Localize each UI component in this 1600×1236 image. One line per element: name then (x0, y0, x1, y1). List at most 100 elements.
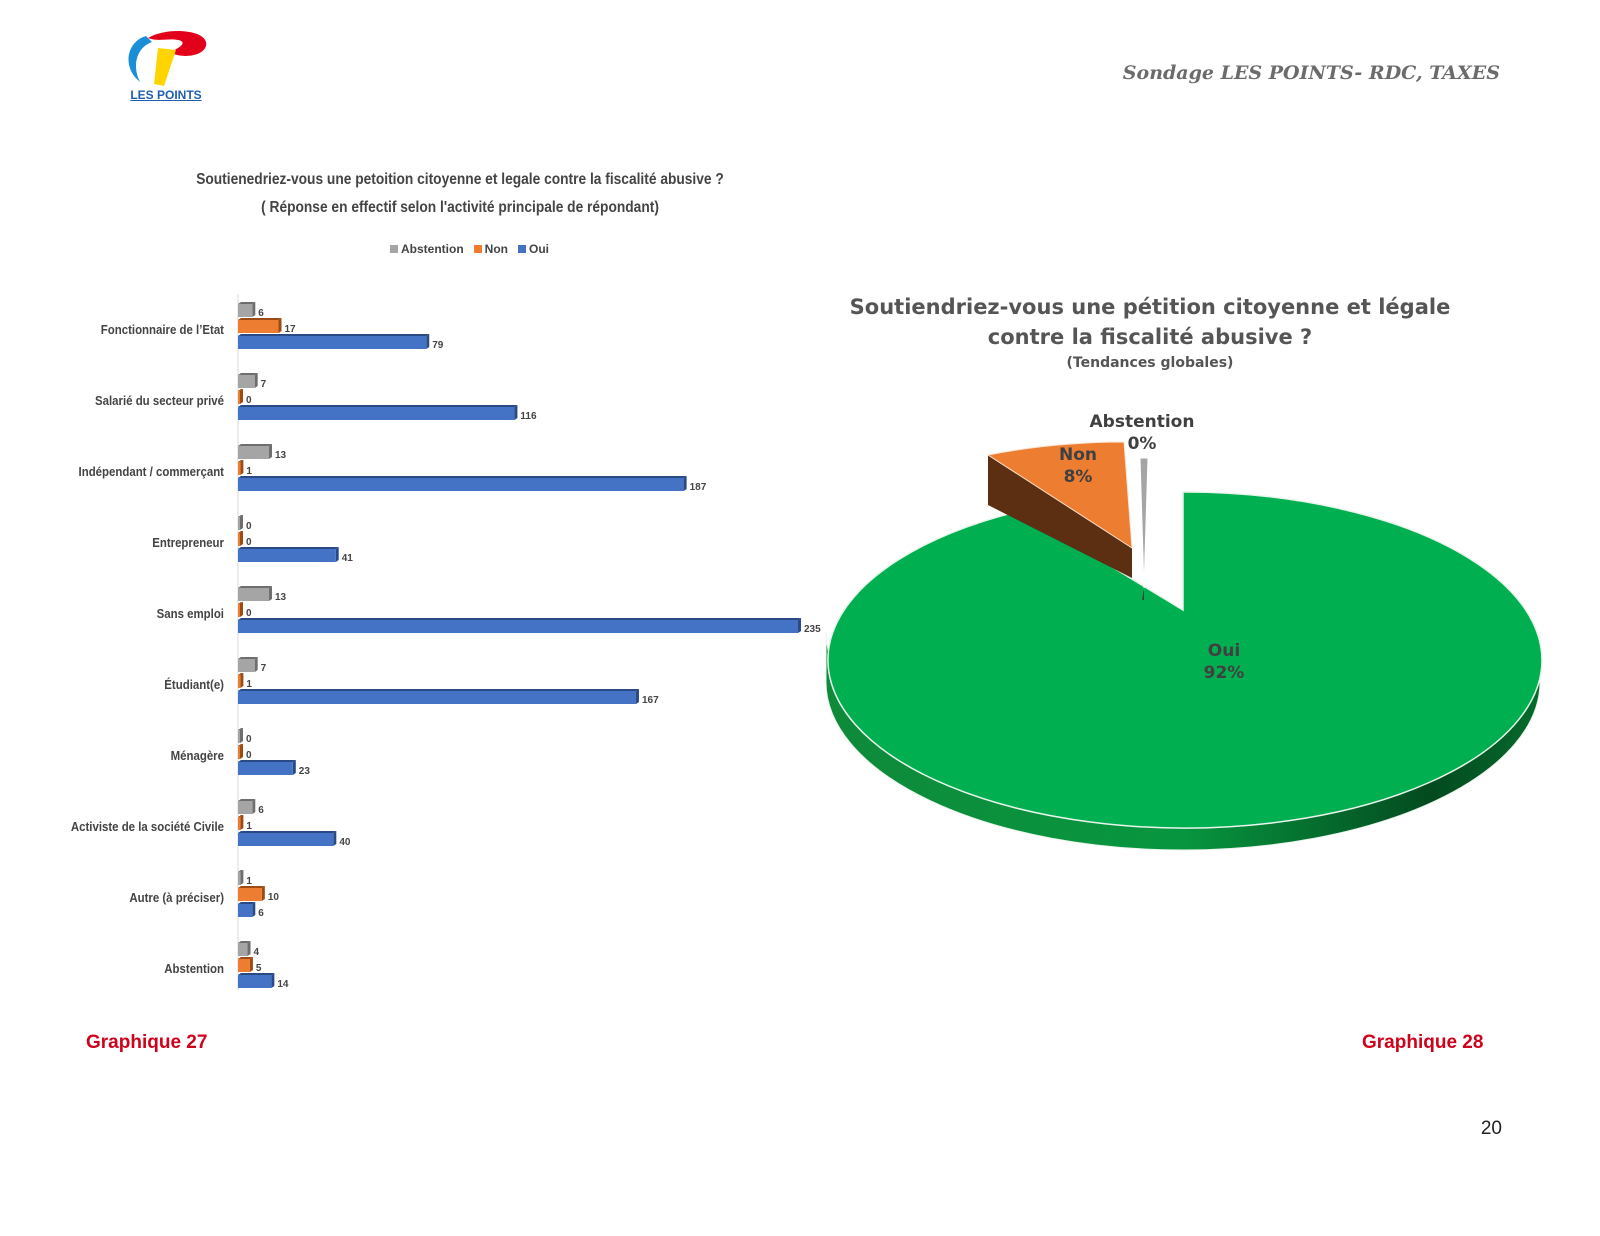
bar-oui (238, 620, 798, 633)
category-label: Autre (à préciser) (129, 890, 224, 905)
bar-oui (238, 336, 427, 349)
bar-abstention (238, 872, 241, 885)
bar-abstention-top (238, 799, 256, 801)
page-number: 20 (1480, 1118, 1502, 1139)
bar-chart-subtitle: ( Réponse en effectif selon l'activité p… (261, 199, 659, 216)
legend-swatch-oui (518, 245, 526, 253)
bar-non-top (238, 673, 244, 675)
legend-item-oui: Oui (518, 242, 549, 256)
bar-oui (238, 833, 334, 846)
bar-abstention-top (238, 373, 258, 375)
bar-abstention (238, 588, 269, 601)
bar-non-value-label: 0 (246, 537, 252, 548)
bar-oui-side (514, 405, 518, 420)
category-label: Abstention (164, 961, 224, 976)
bar-abstention-value-label: 6 (258, 805, 264, 816)
bar-abstention (238, 375, 255, 388)
bar-oui-top (238, 689, 639, 691)
pie-chart: Abstention 0% Non 8% Oui 92% (825, 412, 1543, 851)
bar-chart-title: Soutienedriez-vous une petoition citoyen… (185, 166, 735, 222)
bar-non-value-label: 1 (246, 821, 252, 832)
legend-swatch-non (473, 245, 482, 253)
bar-non (238, 959, 250, 972)
bar-abstention (238, 517, 240, 530)
bar-non-value-label: 0 (246, 608, 252, 619)
bar-abstention-side (252, 799, 256, 814)
bar-oui-value-label: 235 (804, 624, 821, 635)
category-label: Étudiant(e) (164, 676, 224, 692)
bar-abstention-value-label: 13 (275, 450, 287, 461)
bar-non-value-label: 10 (268, 892, 280, 903)
bar-abstention-value-label: 7 (261, 379, 267, 390)
pie-slice-oui (827, 491, 1543, 829)
bar-abstention (238, 943, 248, 956)
bar-non-side (240, 531, 243, 546)
bar-abstention-value-label: 4 (254, 947, 260, 958)
bar-oui (238, 407, 515, 420)
bar-non-side (249, 957, 253, 972)
bar-abstention-value-label: 1 (246, 876, 252, 887)
bar-non-side (261, 886, 265, 901)
bar-abstention-side (254, 657, 258, 672)
pie-label-oui-percent: 92% (1204, 663, 1245, 683)
bar-non-top (238, 460, 244, 462)
bar-abstention-value-label: 0 (246, 734, 252, 745)
bar-abstention-top (238, 586, 272, 588)
bar-abstention-value-label: 0 (246, 521, 252, 532)
bar-abstention-top (238, 444, 272, 446)
bar-oui-value-label: 167 (642, 695, 659, 706)
category-label: Activiste de la société Civile (71, 819, 224, 834)
bar-abstention (238, 730, 240, 743)
bar-abstention-side (252, 302, 256, 317)
category-label: Entrepreneur (152, 535, 224, 550)
bar-non-top (238, 886, 265, 888)
bar-oui-side (333, 831, 337, 846)
bar-oui-value-label: 79 (432, 340, 444, 351)
document-header-title: Sondage LES POINTS- RDC, TAXES (1122, 62, 1500, 84)
bar-non-top (238, 318, 282, 320)
legend-label-non: Non (484, 242, 508, 256)
bar-non (238, 462, 241, 475)
bar-oui-value-label: 116 (520, 411, 537, 422)
legend-swatch-abstention (390, 245, 398, 253)
bar-non (238, 604, 240, 617)
bar-oui-top (238, 334, 430, 336)
bar-chart-legend: Abstention Non Oui (390, 242, 549, 256)
bar-oui-top (238, 760, 296, 762)
bar-oui-value-label: 6 (258, 908, 264, 919)
bar-oui (238, 975, 272, 988)
pie-slice-abstention-side (1142, 588, 1144, 600)
bar-abstention-top (238, 657, 258, 659)
pie-label-abstention-percent: 0% (1128, 434, 1157, 454)
bar-abstention (238, 304, 253, 317)
pie-slice-non-side (988, 455, 1132, 578)
bar-abstention-side (240, 870, 244, 885)
pie-chart-subtitle: (Tendances globales) (1066, 355, 1234, 371)
bar-abstention-side (268, 586, 272, 601)
bar-oui-value-label: 41 (342, 553, 354, 564)
bar-non-value-label: 1 (246, 466, 252, 477)
bar-oui-side (798, 618, 801, 633)
bar-abstention-side (254, 373, 258, 388)
logo-text: LES POINTS (130, 88, 202, 102)
category-label: Ménagère (171, 748, 225, 763)
bar-oui-side (252, 902, 256, 917)
bar-non-side (278, 318, 282, 333)
bar-abstention-top (238, 870, 244, 872)
bar-non-side (240, 602, 243, 617)
bar-abstention-value-label: 7 (261, 663, 267, 674)
bar-oui (238, 478, 684, 491)
pie-label-non-percent: 8% (1064, 467, 1093, 487)
bar-non-top (238, 957, 253, 959)
category-label: Indépendant / commerçant (79, 464, 224, 479)
bar-oui-side (292, 760, 296, 775)
pie-label-oui: Oui (1208, 641, 1240, 661)
bar-non (238, 533, 240, 546)
bar-oui-side (335, 547, 339, 562)
caption-graphique-28: Graphique 28 (1362, 1032, 1484, 1053)
bar-non-value-label: 0 (246, 395, 252, 406)
caption-graphique-27: Graphique 27 (86, 1032, 208, 1053)
bar-non-side (240, 744, 243, 759)
bar-non (238, 391, 240, 404)
bar-non (238, 675, 241, 688)
